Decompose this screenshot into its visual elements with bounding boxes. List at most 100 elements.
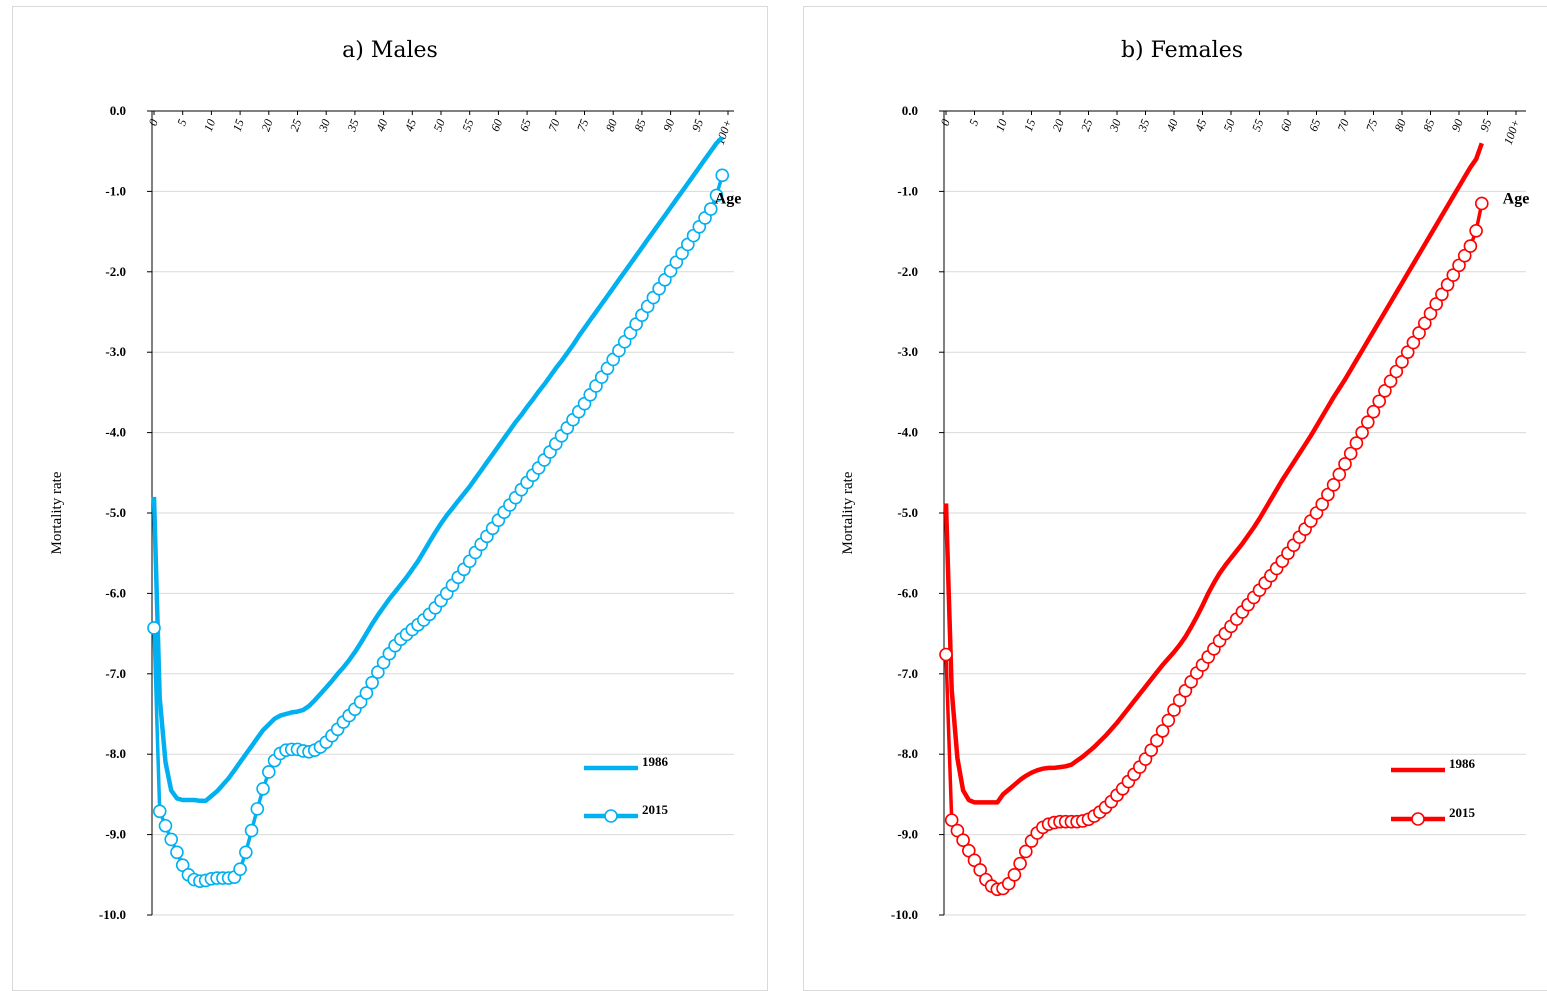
data-point-2015: [239, 845, 253, 860]
y-tick-label: -8.0: [897, 746, 918, 761]
data-point-2015: [939, 647, 953, 662]
x-tick-label: 75: [1363, 117, 1380, 133]
x-tick-label: 45: [1192, 117, 1209, 133]
data-point-2015: [1155, 724, 1170, 738]
x-tick-label: 20: [1050, 117, 1067, 133]
legend-label-2015: 2015: [1449, 805, 1476, 820]
data-point-2015: [371, 665, 385, 679]
data-point-2015: [1013, 856, 1027, 871]
x-tick-label: 10: [201, 117, 218, 133]
x-tick-label: 70: [545, 117, 562, 133]
x-tick-label: 65: [1306, 117, 1323, 133]
series-line-1986: [943, 142, 1484, 805]
y-tick-label: -10.0: [99, 907, 126, 922]
x-tick-label: 80: [603, 117, 620, 133]
data-point-2015: [1463, 239, 1478, 253]
data-point-2015: [1007, 867, 1022, 882]
x-tick-label: 5: [174, 117, 189, 127]
data-point-2015: [359, 686, 374, 700]
y-tick-label: -2.0: [105, 264, 126, 279]
data-point-2015: [1161, 713, 1176, 728]
x-tick-label: 55: [1249, 117, 1266, 133]
data-point-2015: [1372, 394, 1387, 409]
data-point-2015: [170, 845, 184, 860]
x-tick-label: 95: [1477, 117, 1494, 133]
legend-marker-2015: [1411, 812, 1425, 826]
series-line-1986: [151, 135, 724, 804]
chart-panel-females: b) Females 0.0 -1.0 -2.0 -3.0 -4.0 -5.0 -6.0 -7.…: [803, 6, 1547, 991]
x-tick-label: 25: [1078, 117, 1095, 133]
x-tick-label: 40: [373, 117, 390, 133]
x-tick-label: 15: [230, 117, 247, 133]
x-tick-label: 10: [993, 117, 1010, 133]
males-chart: a) Males 0.0 -1.0 -2.0 -3.0 -4.0 -5.0 -6.0 -7.0 -…: [49, 38, 742, 922]
y-axis-label: Mortality rate: [49, 471, 65, 554]
data-point-2015: [703, 202, 718, 216]
x-tick-label: 25: [287, 117, 304, 133]
data-point-2015: [1326, 478, 1341, 492]
females-chart: b) Females 0.0 -1.0 -2.0 -3.0 -4.0 -5.0 -6.0 -7.…: [840, 38, 1530, 922]
x-tick-label: 75: [574, 117, 591, 133]
x-tick-label: 65: [517, 117, 534, 133]
x-tick-label: 0: [146, 117, 161, 127]
data-point-2015: [250, 802, 265, 816]
x-tick-label: 55: [459, 117, 476, 133]
x-tick-label: 85: [631, 117, 648, 133]
y-tick-label: -8.0: [105, 746, 126, 761]
data-point-2015: [709, 188, 724, 203]
x-tick-label: 90: [1449, 117, 1466, 133]
x-tick-label: 100+: [1501, 117, 1523, 146]
data-point-2015: [956, 833, 970, 848]
y-tick-label: 0.0: [902, 103, 918, 118]
data-point-2015: [944, 813, 959, 827]
x-axis-label: Age: [1503, 190, 1530, 207]
y-tick-label: -7.0: [105, 666, 126, 681]
x-axis-label: Age: [715, 190, 742, 207]
x-tick-label: 45: [402, 117, 419, 133]
x-tick-label: 0: [938, 117, 953, 127]
x-tick-label: 35: [1135, 117, 1153, 134]
y-tick-label: -9.0: [105, 827, 126, 842]
data-point-2015: [256, 781, 270, 796]
data-point-2015: [1349, 436, 1364, 450]
x-tick-label: 60: [1278, 117, 1295, 133]
series-line-2015: [944, 203, 1484, 892]
data-point-2015: [233, 862, 247, 876]
y-tick-label: -9.0: [897, 827, 918, 842]
legend-marker-2015: [604, 809, 618, 823]
data-point-2015: [158, 818, 173, 833]
data-point-2015: [1338, 457, 1352, 471]
x-tick-label: 90: [660, 117, 677, 133]
x-tick-label: 60: [488, 117, 505, 133]
x-tick-label: 80: [1392, 117, 1409, 133]
data-point-2015: [1360, 415, 1375, 429]
y-tick-label: 0.0: [110, 103, 126, 118]
data-point-2015: [1332, 467, 1347, 482]
y-tick-label: -4.0: [105, 425, 126, 440]
x-tick-label: 30: [1106, 117, 1124, 134]
y-tick-label: -1.0: [105, 183, 126, 198]
x-tick-label: 30: [315, 117, 333, 134]
x-tick-label: 95: [689, 117, 706, 133]
y-tick-label: -1.0: [897, 183, 918, 198]
data-point-2015: [152, 804, 167, 819]
y-tick-label: -3.0: [897, 344, 918, 359]
data-point-2015: [244, 823, 259, 838]
data-point-2015: [715, 168, 730, 183]
data-point-2015: [1366, 404, 1381, 419]
x-tick-label: 40: [1164, 117, 1181, 133]
data-point-2015: [365, 675, 379, 690]
y-tick-label: -7.0: [897, 666, 918, 681]
chart-title: a) Males: [342, 38, 438, 63]
y-tick-label: -5.0: [105, 505, 126, 520]
y-axis-label: Mortality rate: [840, 471, 856, 554]
y-tick-label: -4.0: [897, 425, 918, 440]
legend-label-1986: 1986: [1449, 756, 1476, 771]
chart-panel-males: a) Males 0.0 -1.0 -2.0 -3.0 -4.0 -5.0 -6.0 -7.0 -…: [12, 6, 768, 991]
data-point-2015: [147, 621, 161, 635]
data-point-2015: [262, 765, 276, 779]
y-tick-label: -6.0: [105, 585, 126, 600]
y-tick-label: -10.0: [891, 907, 918, 922]
data-point-2015: [1474, 196, 1489, 211]
x-tick-label: 50: [1221, 117, 1238, 133]
